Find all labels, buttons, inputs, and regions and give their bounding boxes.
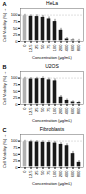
svg-text:25: 25 — [13, 32, 18, 37]
svg-text:75: 75 — [13, 145, 18, 150]
svg-text:600: 600 — [70, 44, 75, 51]
svg-text:25: 25 — [34, 107, 39, 112]
svg-text:200: 200 — [58, 107, 63, 114]
svg-text:C: C — [3, 127, 7, 133]
svg-text:800: 800 — [76, 170, 81, 177]
svg-text:100: 100 — [52, 170, 57, 177]
svg-text:400: 400 — [64, 170, 69, 177]
svg-text:400: 400 — [64, 107, 69, 114]
svg-text:25: 25 — [13, 95, 18, 100]
svg-text:200: 200 — [58, 44, 63, 51]
svg-text:100: 100 — [52, 44, 57, 51]
svg-text:800: 800 — [76, 44, 81, 51]
svg-text:50: 50 — [40, 44, 45, 49]
svg-text:Fibroblasts: Fibroblasts — [40, 126, 65, 132]
svg-text:50: 50 — [40, 170, 45, 175]
svg-text:200: 200 — [58, 170, 63, 177]
svg-text:75: 75 — [13, 19, 18, 24]
svg-text:12.5: 12.5 — [28, 170, 33, 179]
svg-text:600: 600 — [70, 107, 75, 114]
svg-text:12.5: 12.5 — [28, 44, 33, 53]
svg-text:A: A — [3, 1, 7, 7]
svg-text:75: 75 — [46, 44, 51, 49]
svg-text:0: 0 — [22, 107, 27, 110]
svg-text:75: 75 — [46, 107, 51, 112]
svg-text:25: 25 — [13, 158, 18, 163]
svg-text:100: 100 — [11, 75, 18, 80]
svg-text:12.5: 12.5 — [28, 107, 33, 116]
svg-text:50: 50 — [13, 26, 18, 31]
svg-text:25: 25 — [34, 44, 39, 49]
svg-text:Cell Viability (%) →: Cell Viability (%) → — [2, 134, 7, 168]
svg-text:0: 0 — [15, 102, 18, 107]
svg-text:Cell Viability (%) →: Cell Viability (%) → — [2, 71, 7, 105]
svg-text:Concentration (μg/mL): Concentration (μg/mL) — [32, 181, 73, 186]
svg-text:0: 0 — [22, 170, 27, 173]
svg-text:50: 50 — [13, 152, 18, 157]
svg-text:0: 0 — [22, 44, 27, 47]
svg-text:U2OS: U2OS — [45, 63, 59, 69]
svg-text:Cell Viability (%) →: Cell Viability (%) → — [2, 8, 7, 42]
svg-text:800: 800 — [76, 107, 81, 114]
svg-text:100: 100 — [11, 12, 18, 17]
svg-text:75: 75 — [13, 82, 18, 87]
svg-text:0: 0 — [15, 39, 18, 44]
svg-text:50: 50 — [13, 89, 18, 94]
svg-text:50: 50 — [40, 107, 45, 112]
svg-text:B: B — [3, 64, 7, 70]
svg-text:0: 0 — [15, 165, 18, 170]
svg-text:Concentration (μg/mL): Concentration (μg/mL) — [32, 118, 73, 123]
svg-text:100: 100 — [11, 138, 18, 143]
svg-text:HeLa: HeLa — [46, 0, 58, 6]
svg-text:75: 75 — [46, 170, 51, 175]
svg-text:400: 400 — [64, 44, 69, 51]
svg-text:25: 25 — [34, 170, 39, 175]
svg-text:Concentration (μg/mL): Concentration (μg/mL) — [32, 55, 73, 60]
svg-text:100: 100 — [52, 107, 57, 114]
svg-text:600: 600 — [70, 170, 75, 177]
